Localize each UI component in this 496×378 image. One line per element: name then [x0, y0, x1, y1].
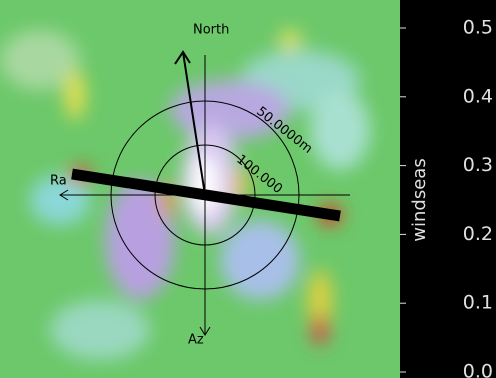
colorbar-tick-label: 0.2	[463, 223, 493, 245]
spectrum-image: North Ra Az 50.0000m 100.000	[0, 0, 400, 378]
range-label: Ra	[50, 174, 67, 189]
colorbar-tick-label: 0.1	[463, 292, 493, 314]
colorbar-label: windseas	[409, 158, 430, 241]
colorbar-tick-label: 0.3	[463, 154, 493, 176]
north-label: North	[193, 23, 229, 38]
colorbar-tick-label: 0.4	[463, 85, 493, 107]
chart: North Ra Az 50.0000m 100.000 windseas 0.…	[0, 0, 496, 378]
colorbar-tick-label: 0.0	[463, 361, 493, 378]
colorbar-tick-label: 0.5	[463, 17, 493, 39]
azimuth-label: Az	[188, 333, 204, 348]
